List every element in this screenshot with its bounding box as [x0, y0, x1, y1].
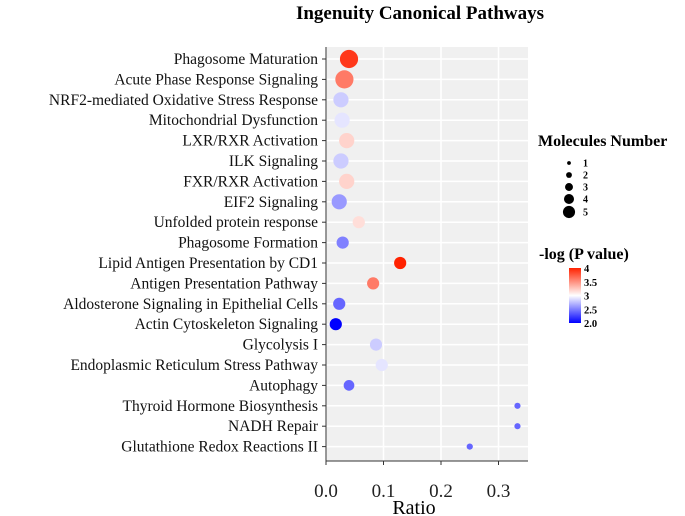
y-tick-label: Aldosterone Signaling in Epithelial Cell… [63, 296, 318, 313]
y-tick-label: NADH Repair [228, 418, 319, 435]
size-legend-dot [562, 205, 576, 219]
data-point [331, 194, 347, 210]
x-axis-label: Ratio [392, 497, 435, 516]
data-point [514, 402, 521, 409]
data-point [339, 49, 359, 69]
y-tick-label: EIF2 Signaling [224, 194, 319, 211]
plot-panel [326, 47, 528, 461]
data-point [339, 133, 355, 149]
y-tick-label: Glycolysis I [243, 337, 318, 354]
y-tick-label: ILK Signaling [229, 153, 318, 170]
size-legend-dot [565, 183, 573, 191]
size-legend-dot [563, 193, 575, 205]
size-legend-label: 4 [583, 195, 588, 206]
data-point [466, 443, 473, 450]
size-legend-title: Molecules Number [538, 133, 667, 150]
color-legend-label: 3.5 [584, 278, 597, 289]
data-point [369, 338, 383, 351]
color-legend-label: 2.0 [584, 319, 597, 330]
data-point [335, 70, 354, 89]
size-legend-label: 2 [583, 171, 588, 182]
data-point [367, 277, 380, 290]
data-point [339, 173, 355, 189]
y-tick-label: Phagosome Maturation [174, 51, 318, 68]
y-tick-label: Glutathione Redox Reactions II [121, 439, 318, 456]
size-legend-label: 3 [583, 183, 588, 194]
color-legend-label: 2.5 [584, 305, 597, 316]
data-point [334, 112, 350, 128]
color-legend-label: 4 [584, 264, 590, 275]
data-point [375, 358, 388, 372]
y-tick-label: Endoplasmic Reticulum Stress Pathway [70, 357, 318, 374]
y-tick-label: Mitochondrial Dysfunction [149, 112, 318, 129]
data-point [352, 216, 365, 229]
y-tick-label: LXR/RXR Activation [182, 133, 318, 150]
x-tick-label: 0.1 [372, 481, 396, 502]
y-tick-label: FXR/RXR Activation [183, 173, 318, 190]
y-tick-label: Antigen Presentation Pathway [130, 275, 318, 292]
size-legend-dot [566, 172, 572, 178]
data-point [333, 153, 349, 169]
color-legend-bar [569, 268, 581, 323]
y-tick-label: Phagosome Formation [178, 235, 318, 252]
color-legend-title: -log (P value) [539, 246, 629, 263]
x-tick-label: 0.2 [429, 481, 453, 502]
data-point [394, 256, 407, 270]
chart-title: Ingenuity Canonical Pathways [296, 3, 544, 24]
size-legend-label: 1 [583, 159, 588, 170]
data-point [329, 318, 342, 331]
y-tick-label: Lipid Antigen Presentation by CD1 [98, 255, 318, 272]
data-point [514, 423, 521, 430]
y-tick-label: Actin Cytoskeleton Signaling [135, 316, 319, 333]
data-point [343, 380, 355, 391]
y-tick-label: Acute Phase Response Signaling [114, 71, 318, 88]
x-tick-label: 0.3 [487, 481, 511, 502]
y-tick-label: Thyroid Hormone Biosynthesis [123, 398, 318, 415]
size-legend-dot [567, 161, 571, 165]
y-tick-label: Autophagy [249, 377, 318, 394]
y-tick-label: NRF2-mediated Oxidative Stress Response [49, 92, 318, 109]
x-tick-label: 0.0 [314, 481, 338, 502]
y-tick-label: Unfolded protein response [154, 214, 319, 231]
size-legend-label: 5 [583, 208, 588, 219]
color-legend-label: 3 [584, 292, 589, 303]
data-point [336, 236, 349, 249]
data-point [333, 92, 349, 108]
data-point [333, 297, 346, 310]
